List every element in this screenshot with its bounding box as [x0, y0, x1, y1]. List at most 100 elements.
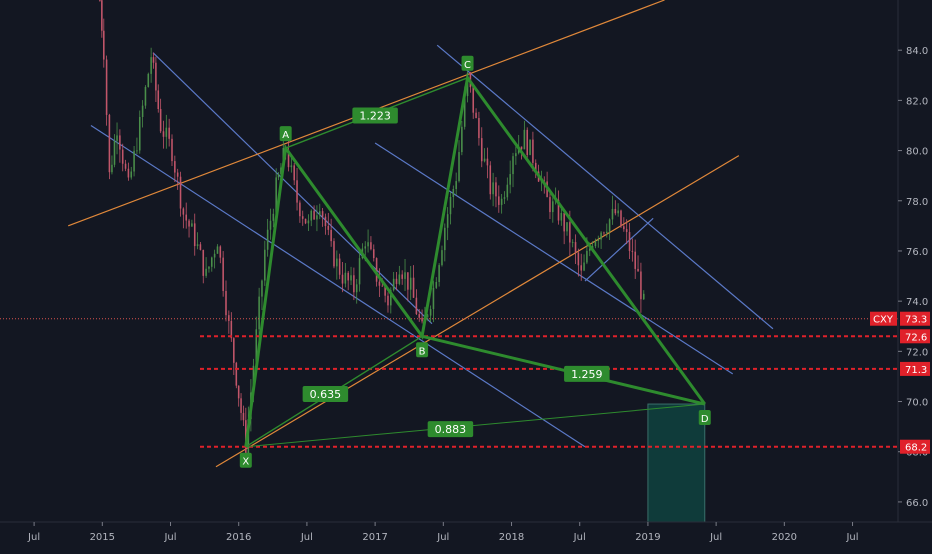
candle-body [144, 86, 147, 106]
trendline-4 [436, 44, 774, 330]
candle-body [529, 139, 531, 155]
pattern-point-A: A [282, 130, 289, 141]
candle-body [280, 167, 282, 175]
candle-body [141, 105, 144, 117]
ratio-label-bg [302, 386, 349, 403]
candle-body [121, 149, 124, 164]
candle-body [426, 315, 429, 317]
candle-body [634, 251, 636, 269]
x-tick-label-Jul: Jul [845, 532, 858, 543]
x-tick-label-Jul: Jul [436, 532, 449, 543]
candle-body [404, 272, 406, 279]
candle-body [449, 196, 452, 215]
candle-body [127, 168, 130, 178]
trendline-2 [90, 124, 586, 448]
candle-body [566, 222, 568, 232]
candle-body [611, 208, 614, 220]
candle-body [552, 201, 554, 213]
candle-body [318, 211, 321, 216]
candle-body [330, 229, 332, 242]
pattern-point-bg [416, 342, 429, 358]
candle-body [275, 177, 277, 214]
candle-body [199, 244, 202, 250]
candle-body [495, 182, 497, 197]
ratio-label-1.259: 1.259 [571, 368, 603, 381]
candle-body [237, 385, 240, 399]
candle-body [375, 258, 378, 282]
candle-body [606, 231, 608, 234]
x-tick-label-Jul: Jul [300, 532, 313, 543]
candle-body [384, 286, 386, 296]
candle-body [461, 126, 463, 153]
pattern-point-bg [239, 452, 252, 468]
candle-body [463, 96, 466, 127]
plot-area [0, 0, 898, 522]
candle-body [179, 176, 182, 209]
y-tick-label-66.0: 66.0 [906, 498, 928, 509]
candle-body [520, 146, 523, 150]
candle-body [378, 281, 381, 286]
candle-body [370, 242, 372, 250]
candle-body [526, 129, 529, 155]
candle-body [597, 239, 600, 241]
candle-body [409, 277, 412, 290]
candle-body [603, 232, 605, 234]
pattern-point-D: D [701, 414, 709, 425]
candle-body [500, 198, 503, 205]
candle-body [101, 0, 103, 31]
x-tick-label-2019: 2019 [635, 532, 660, 543]
candle-body [625, 229, 628, 233]
candle-body [628, 232, 631, 252]
candle-body [105, 59, 108, 115]
candle-body [182, 208, 185, 215]
candle-body [475, 112, 477, 119]
candle-body [264, 249, 266, 281]
candle-body [498, 196, 500, 205]
candle-body [594, 240, 597, 247]
candle-body [116, 135, 118, 141]
price-axis-bg [898, 0, 932, 550]
candle-body [103, 30, 105, 60]
candle-body [155, 62, 157, 91]
candle-body [296, 180, 298, 203]
candle-body [429, 309, 432, 316]
candle-body [489, 165, 492, 195]
candle-body [344, 272, 347, 284]
candle-body [372, 249, 375, 259]
candle-body [290, 165, 293, 168]
candle-body [162, 131, 165, 137]
candle-body [478, 118, 480, 139]
projection-box [647, 403, 706, 522]
candle-body [381, 285, 384, 287]
candle-body [580, 265, 583, 271]
candle-body [230, 320, 233, 339]
candle-body [557, 199, 560, 221]
candle-body [261, 280, 263, 297]
x-tick-label-2018: 2018 [499, 532, 524, 543]
candle-body [608, 219, 611, 232]
candle-body [255, 329, 258, 366]
candle-body [269, 220, 272, 230]
candle-body [222, 257, 224, 291]
candle-body [347, 272, 349, 281]
candle-body [358, 258, 361, 285]
candle-body [577, 252, 580, 266]
x-tick-label-2015: 2015 [90, 532, 115, 543]
level-badge-73.3: 73.3 [905, 315, 927, 326]
candle-body [313, 210, 315, 220]
y-tick-label-70.0: 70.0 [906, 398, 928, 409]
ratio-label-0.635: 0.635 [310, 388, 342, 401]
level-badge-bg [900, 329, 930, 344]
candle-body [614, 208, 617, 214]
candle-body [412, 277, 415, 298]
trendline-3 [374, 142, 734, 375]
candle-body [304, 218, 307, 224]
candle-body [483, 158, 486, 162]
trendline-1 [152, 52, 433, 325]
candle-body [574, 242, 577, 253]
candle-body [631, 251, 634, 252]
candle-body [588, 248, 591, 251]
candle-body [569, 222, 571, 243]
